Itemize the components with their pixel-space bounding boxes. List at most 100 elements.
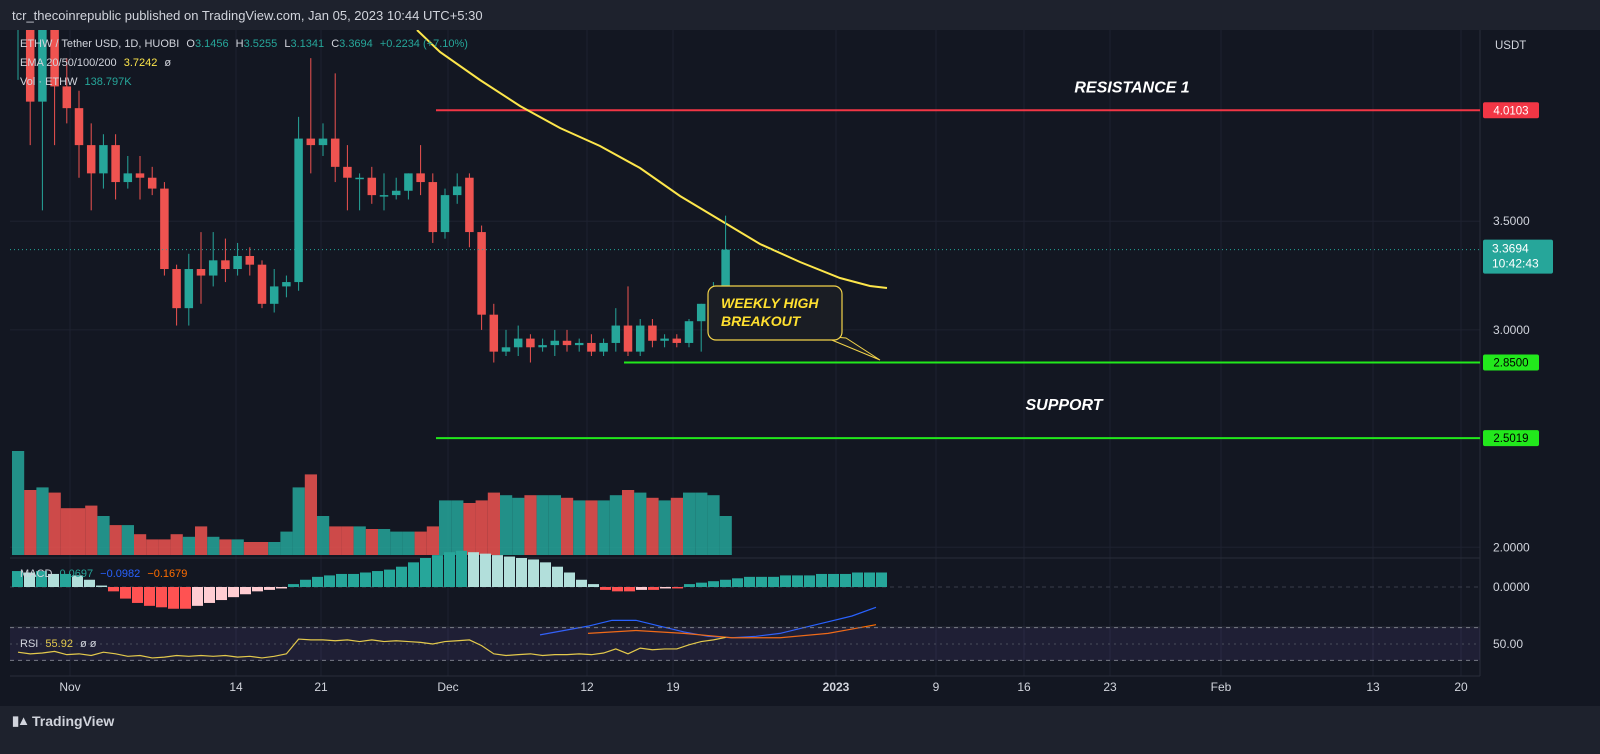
chart-area[interactable]: RESISTANCE 25.0124RESISTANCE 14.01032.85… xyxy=(0,0,1600,706)
volume-bar xyxy=(292,487,305,555)
volume-bar xyxy=(12,451,25,555)
macd-histogram-bar xyxy=(192,587,203,606)
level-badge xyxy=(1483,430,1539,447)
volume-bar xyxy=(670,497,683,555)
volume-bar xyxy=(512,497,525,555)
macd-histogram-bar xyxy=(300,579,311,587)
legend-ema[interactable]: EMA 20/50/100/200 3.7242 ø xyxy=(20,57,171,69)
candle-body xyxy=(635,325,645,352)
legend-macd[interactable]: MACD 0.0697 −0.0982 −0.1679 xyxy=(20,568,187,580)
candle-body xyxy=(623,325,633,352)
volume-bar xyxy=(487,492,500,555)
candle-body xyxy=(343,166,352,178)
price-tick: 2.0000 xyxy=(1493,540,1530,554)
volume-bar xyxy=(243,542,256,555)
macd-histogram-bar xyxy=(852,572,863,587)
tradingview-logo[interactable]: ▮▲ TradingView xyxy=(12,713,114,729)
time-tick: 2023 xyxy=(823,680,850,694)
volume-bar xyxy=(231,539,244,555)
legend-open: 3.1456 xyxy=(194,38,229,50)
candle-body xyxy=(379,195,389,197)
macd-histogram-bar xyxy=(432,555,443,587)
volume-bar xyxy=(719,516,732,555)
volume-bar xyxy=(414,531,427,555)
macd-histogram-bar xyxy=(768,576,779,587)
candle-body xyxy=(587,342,596,352)
volume-bar xyxy=(341,526,354,555)
macd-histogram-bar xyxy=(288,584,299,587)
volume-bar xyxy=(329,526,342,555)
rsi-pane xyxy=(10,627,1480,661)
volume-bar xyxy=(97,516,110,555)
macd-histogram-bar xyxy=(636,587,647,590)
volume-bar xyxy=(365,529,378,555)
rsi-extra: ø ø xyxy=(80,638,97,650)
volume-bar xyxy=(463,503,476,555)
macd-histogram-bar xyxy=(840,573,851,587)
legend-low: 3.1341 xyxy=(290,38,325,50)
macd-histogram-bar xyxy=(132,587,143,603)
macd-histogram-bar xyxy=(312,576,323,587)
candle-body xyxy=(184,269,194,309)
macd-histogram-bar xyxy=(384,569,395,587)
price-tick: 3.0000 xyxy=(1493,323,1530,337)
macd-histogram-bar xyxy=(576,579,587,587)
volume-bar xyxy=(36,487,49,555)
level-badge xyxy=(1483,102,1539,119)
candle-body xyxy=(391,190,401,196)
volume-bar xyxy=(548,495,561,555)
candle-body xyxy=(86,145,96,174)
rsi-value: 55.92 xyxy=(45,638,73,650)
macd-histogram-bar xyxy=(456,550,467,587)
macd-histogram-bar xyxy=(276,587,287,589)
legend-volume[interactable]: Vol · ETHW 138.797K xyxy=(20,76,132,88)
top-bar: tcr_thecoinrepublic published on Trading… xyxy=(0,0,1600,30)
macd-histogram-bar xyxy=(492,555,503,587)
candle-body xyxy=(574,342,584,346)
macd-histogram-bar xyxy=(708,581,719,587)
candle-body xyxy=(550,340,560,346)
macd-histogram-bar xyxy=(732,578,743,587)
macd-histogram-bar xyxy=(24,572,35,587)
macd-histogram-bar xyxy=(84,579,95,587)
macd-histogram-bar xyxy=(624,587,635,592)
publisher-info: tcr_thecoinrepublic published on Trading… xyxy=(12,8,483,23)
ema-extra: ø xyxy=(164,57,172,69)
time-tick: 21 xyxy=(314,680,328,694)
legend-l-label: L xyxy=(284,38,291,50)
candle-body xyxy=(477,232,486,315)
current-price-badge xyxy=(1483,239,1553,274)
macd-histogram-bar xyxy=(720,579,731,587)
volume-bar xyxy=(402,531,415,555)
annotation-callout[interactable]: WEEKLY HIGH BREAKOUT xyxy=(707,285,881,361)
volume-bar xyxy=(146,539,159,555)
macd-tick: 0.0000 xyxy=(1493,580,1530,594)
legend-h-label: H xyxy=(235,38,244,50)
chart-svg[interactable]: RESISTANCE 25.0124RESISTANCE 14.01032.85… xyxy=(0,0,1600,706)
legend-ohlc: ETHW / Tether USD, 1D, HUOBI O3.1456 H3.… xyxy=(20,38,468,50)
volume-bar xyxy=(60,508,73,555)
axes: USDT4.50003.50003.00002.00000.000050.00N… xyxy=(59,0,1530,694)
rsi-line xyxy=(17,636,726,659)
macd-histogram-bar xyxy=(612,587,623,592)
volume-bar xyxy=(85,505,98,555)
macd-histogram-bar xyxy=(744,576,755,587)
level-badge xyxy=(1483,354,1539,371)
macd-histogram-bar xyxy=(588,584,599,587)
candle-body xyxy=(330,138,340,167)
legend-rsi[interactable]: RSI 55.92 ø ø xyxy=(20,638,97,650)
candle-body xyxy=(282,282,291,287)
candle-body xyxy=(208,260,218,276)
level-badge-text: 4.0103 xyxy=(1493,105,1528,117)
macd-histogram-bar xyxy=(648,587,659,590)
candle-body xyxy=(599,342,608,352)
candle-body xyxy=(355,177,364,180)
price-tick: 3.5000 xyxy=(1493,214,1530,228)
macd-histogram-bar xyxy=(564,572,575,587)
macd-histogram-bar xyxy=(696,582,707,587)
candle-body xyxy=(147,177,157,189)
macd-histogram-bar xyxy=(396,566,407,587)
macd-histogram-bar xyxy=(96,585,107,587)
volume-bar xyxy=(24,490,37,555)
volume-bar xyxy=(390,531,403,555)
